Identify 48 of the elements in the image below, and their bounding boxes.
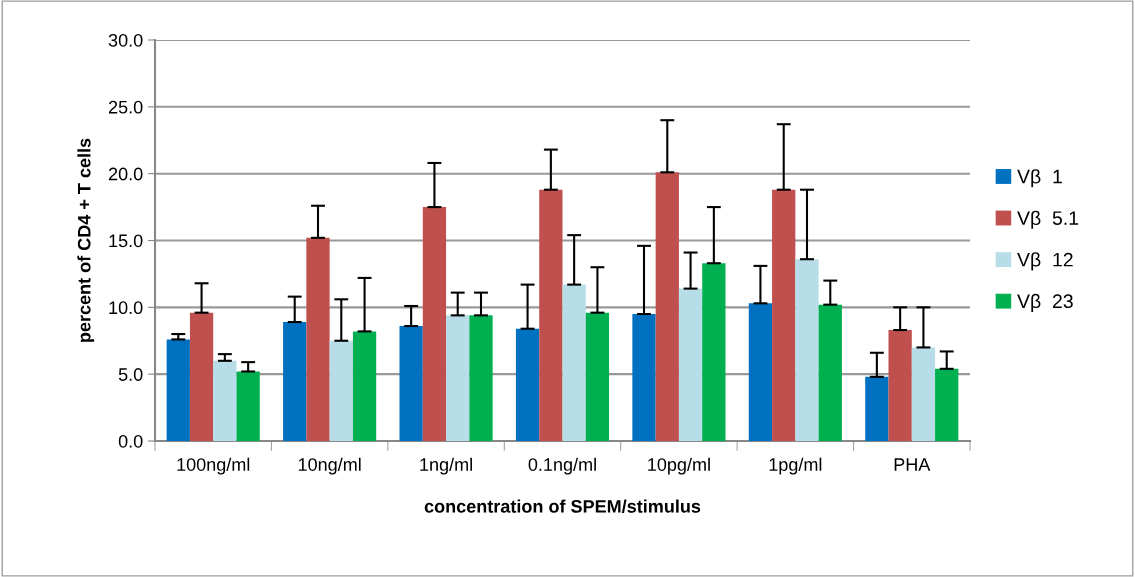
y-tick-label: 25.0 bbox=[108, 100, 143, 114]
y-tick-label: 0.0 bbox=[118, 434, 143, 448]
legend-label: Vβ 1 bbox=[1017, 169, 1062, 188]
x-tick-label: 10ng/ml bbox=[298, 457, 361, 475]
bar bbox=[539, 189, 563, 441]
y-axis-title: percent of CD4 + T cells bbox=[77, 138, 95, 342]
bar bbox=[888, 330, 912, 441]
x-tick-label: PHA bbox=[894, 458, 931, 471]
y-tick-label: 15.0 bbox=[109, 234, 143, 248]
bar bbox=[422, 207, 447, 441]
bar bbox=[865, 376, 889, 441]
bar bbox=[935, 368, 959, 441]
y-tick-label: 10.0 bbox=[109, 301, 143, 315]
bar bbox=[702, 263, 726, 441]
bar bbox=[329, 340, 353, 441]
y-tick-label: 5.0 bbox=[118, 368, 143, 381]
x-tick-label: 1ng/ml bbox=[420, 457, 472, 475]
legend-label: Vβ 23 bbox=[1017, 293, 1073, 312]
legend-label: Vβ 12 bbox=[1017, 252, 1073, 271]
bar bbox=[911, 347, 936, 441]
bar bbox=[283, 322, 307, 441]
bar bbox=[213, 360, 237, 441]
bar bbox=[585, 312, 610, 441]
bar bbox=[515, 328, 540, 441]
bar bbox=[772, 189, 796, 441]
bar bbox=[632, 314, 656, 441]
bar bbox=[469, 315, 493, 441]
bar bbox=[818, 304, 842, 441]
x-tick-label: 0.1ng/ml bbox=[528, 457, 596, 475]
bar bbox=[795, 259, 819, 441]
bar bbox=[446, 315, 470, 441]
bar bbox=[166, 339, 190, 441]
x-tick-label: 10pg/ml bbox=[648, 457, 710, 475]
bar bbox=[352, 331, 377, 441]
bar bbox=[748, 303, 773, 441]
bar bbox=[306, 237, 330, 441]
y-tick-label: 20.0 bbox=[108, 167, 143, 181]
x-axis-title: concentration of SPEM/stimulus bbox=[424, 499, 701, 513]
bar bbox=[236, 371, 260, 441]
bar bbox=[562, 284, 586, 441]
y-tick-label: 30.0 bbox=[108, 33, 143, 47]
bar bbox=[678, 288, 703, 441]
bar bbox=[399, 326, 423, 441]
bar bbox=[189, 312, 214, 441]
x-tick-label: 1pg/ml bbox=[769, 457, 822, 475]
legend-label: Vβ 5.1 bbox=[1017, 210, 1079, 229]
x-tick-label: 100ng/ml bbox=[177, 457, 250, 475]
bar bbox=[655, 172, 679, 441]
